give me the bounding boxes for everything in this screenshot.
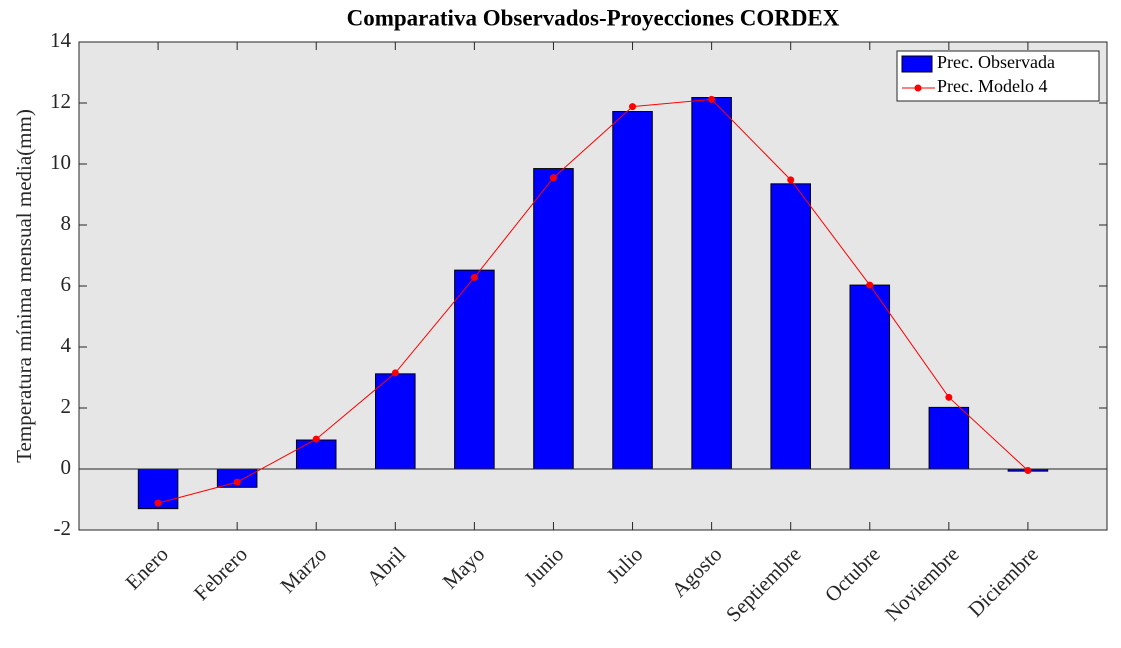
y-tick-label: 8 xyxy=(61,211,72,235)
legend-label: Prec. Observada xyxy=(937,52,1055,72)
x-tick-label: Octubre xyxy=(820,542,885,607)
line-marker xyxy=(708,95,716,103)
bar xyxy=(375,373,416,470)
y-tick-label: 2 xyxy=(61,394,72,418)
bar xyxy=(533,168,574,470)
bar xyxy=(849,284,891,470)
chart-title: Comparativa Observados-Proyecciones CORD… xyxy=(347,5,840,30)
x-tick-label: Mayo xyxy=(438,542,490,594)
line-marker xyxy=(629,103,637,111)
y-tick-label: 14 xyxy=(50,28,72,52)
line-marker xyxy=(549,174,557,182)
line-marker xyxy=(312,435,320,443)
bar xyxy=(691,97,732,470)
x-tick-label: Abril xyxy=(362,542,410,590)
bar xyxy=(454,269,495,470)
bar xyxy=(770,183,811,470)
line xyxy=(157,98,1029,504)
x-tick-label: Diciembre xyxy=(963,542,1043,622)
legend-label: Prec. Modelo 4 xyxy=(937,76,1047,96)
x-tick-label: Septiembre xyxy=(721,542,806,627)
bar xyxy=(295,439,337,470)
x-tick-label: Febrero xyxy=(189,542,252,605)
y-tick-label: 6 xyxy=(61,272,72,296)
line-marker xyxy=(470,273,478,281)
y-tick-label: 0 xyxy=(61,455,72,479)
x-tick-label: Julio xyxy=(602,542,648,588)
x-tick-label: Enero xyxy=(121,542,173,594)
x-tick-label: Marzo xyxy=(275,542,331,598)
y-tick-label: 4 xyxy=(61,333,72,357)
x-tick-label: Junio xyxy=(519,542,568,591)
line-marker xyxy=(391,369,399,377)
x-tick-label: Agosto xyxy=(667,542,727,602)
y-tick-label: -2 xyxy=(54,516,72,540)
y-axis-label: Temperatura mínima mensual media(mm) xyxy=(12,109,36,463)
line-marker xyxy=(945,393,953,401)
y-tick-label: 10 xyxy=(50,150,71,174)
line-marker xyxy=(154,499,162,507)
legend-swatch xyxy=(914,84,922,92)
line-marker xyxy=(1024,467,1032,475)
x-tick-label: Noviembre xyxy=(880,542,964,626)
line-marker xyxy=(866,281,874,289)
plot-frame xyxy=(78,41,1108,531)
legend-swatch xyxy=(901,55,933,73)
line-marker xyxy=(787,176,795,184)
bar xyxy=(612,111,653,470)
y-tick-label: 12 xyxy=(50,89,71,113)
line-marker xyxy=(233,478,241,486)
bar xyxy=(928,406,970,470)
